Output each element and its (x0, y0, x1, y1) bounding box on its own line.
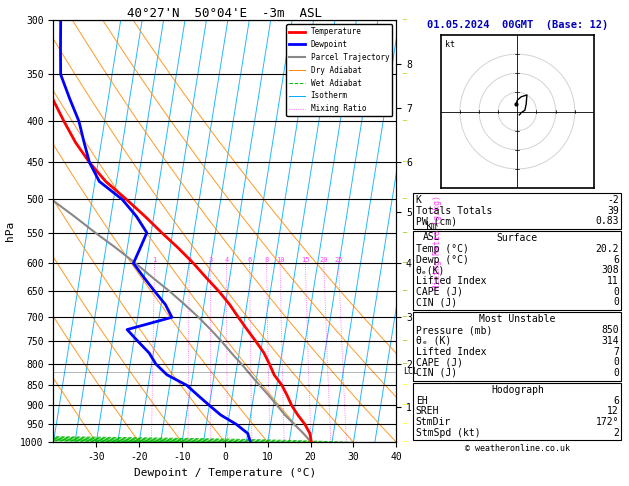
Text: Pressure (mb): Pressure (mb) (416, 325, 492, 335)
Text: 308: 308 (601, 265, 619, 276)
Text: Lifted Index: Lifted Index (416, 347, 486, 357)
Text: ─: ─ (403, 118, 406, 124)
Text: Hodograph: Hodograph (491, 385, 544, 395)
Text: θₑ (K): θₑ (K) (416, 336, 451, 346)
Text: K: K (416, 195, 421, 205)
Y-axis label: km
ASL: km ASL (423, 221, 440, 242)
Text: 01.05.2024  00GMT  (Base: 12): 01.05.2024 00GMT (Base: 12) (426, 20, 608, 31)
Text: Totals Totals: Totals Totals (416, 206, 492, 216)
X-axis label: Dewpoint / Temperature (°C): Dewpoint / Temperature (°C) (134, 468, 316, 478)
Text: 25: 25 (334, 257, 343, 263)
Text: Most Unstable: Most Unstable (479, 314, 555, 325)
Y-axis label: hPa: hPa (4, 221, 14, 242)
Text: 0.83: 0.83 (596, 216, 619, 226)
Text: 0: 0 (613, 287, 619, 297)
Text: 2: 2 (187, 257, 191, 263)
Text: 0: 0 (613, 297, 619, 308)
Text: CIN (J): CIN (J) (416, 368, 457, 378)
Text: CAPE (J): CAPE (J) (416, 357, 463, 367)
Text: Lifted Index: Lifted Index (416, 276, 486, 286)
Text: ─: ─ (403, 382, 406, 388)
Text: kt: kt (445, 39, 455, 49)
Legend: Temperature, Dewpoint, Parcel Trajectory, Dry Adiabat, Wet Adiabat, Isotherm, Mi: Temperature, Dewpoint, Parcel Trajectory… (286, 24, 392, 116)
Text: 0: 0 (613, 368, 619, 378)
Text: 6: 6 (613, 255, 619, 265)
Text: Mixing Ratio (g/kg): Mixing Ratio (g/kg) (433, 195, 442, 291)
Text: CIN (J): CIN (J) (416, 297, 457, 308)
Text: 20: 20 (320, 257, 328, 263)
Text: 11: 11 (607, 276, 619, 286)
Text: Temp (°C): Temp (°C) (416, 244, 469, 254)
Text: 8: 8 (264, 257, 269, 263)
Text: ─: ─ (403, 288, 406, 295)
Text: θₑ(K): θₑ(K) (416, 265, 445, 276)
Text: StmDir: StmDir (416, 417, 451, 427)
Text: LCL: LCL (403, 367, 418, 376)
Text: ─: ─ (403, 230, 406, 236)
Text: ─: ─ (403, 314, 406, 320)
Text: ─: ─ (403, 361, 406, 367)
Text: SREH: SREH (416, 406, 439, 417)
Text: CAPE (J): CAPE (J) (416, 287, 463, 297)
Text: 12: 12 (607, 406, 619, 417)
Text: ─: ─ (403, 159, 406, 165)
Text: ─: ─ (403, 71, 406, 77)
Text: 6: 6 (247, 257, 252, 263)
Text: StmSpd (kt): StmSpd (kt) (416, 428, 481, 438)
Text: ─: ─ (403, 17, 406, 23)
Text: ─: ─ (403, 439, 406, 445)
Text: ─: ─ (403, 260, 406, 266)
Text: 39: 39 (607, 206, 619, 216)
Text: Surface: Surface (497, 233, 538, 243)
Title: 40°27'N  50°04'E  -3m  ASL: 40°27'N 50°04'E -3m ASL (127, 7, 323, 20)
Text: 0: 0 (613, 357, 619, 367)
Text: PW (cm): PW (cm) (416, 216, 457, 226)
Text: 2: 2 (613, 428, 619, 438)
Text: ─: ─ (403, 338, 406, 345)
Text: 4: 4 (225, 257, 229, 263)
Text: 1: 1 (152, 257, 157, 263)
Text: 7: 7 (613, 347, 619, 357)
Text: 172°: 172° (596, 417, 619, 427)
Text: ─: ─ (403, 421, 406, 427)
Text: -2: -2 (607, 195, 619, 205)
Text: 15: 15 (301, 257, 309, 263)
Text: EH: EH (416, 396, 428, 406)
Text: 314: 314 (601, 336, 619, 346)
Text: 6: 6 (613, 396, 619, 406)
Text: 850: 850 (601, 325, 619, 335)
Text: ─: ─ (403, 196, 406, 202)
Text: 3: 3 (209, 257, 213, 263)
Text: 20.2: 20.2 (596, 244, 619, 254)
Text: ─: ─ (403, 402, 406, 408)
Text: 10: 10 (276, 257, 284, 263)
Text: Dewp (°C): Dewp (°C) (416, 255, 469, 265)
Text: © weatheronline.co.uk: © weatheronline.co.uk (465, 444, 570, 453)
